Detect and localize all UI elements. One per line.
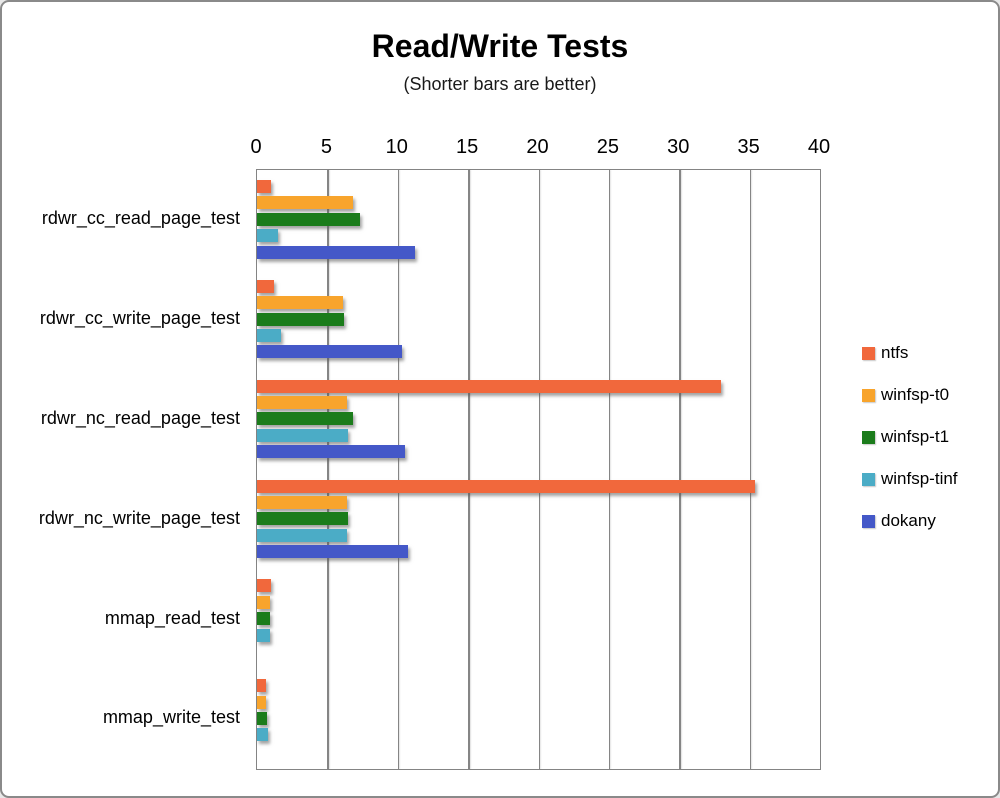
bar-winfsp-tinf-mmap_read_test bbox=[257, 628, 270, 642]
bar-ntfs-rdwr_nc_read_page_test bbox=[257, 379, 722, 393]
legend-swatch-icon bbox=[862, 514, 875, 528]
legend-entry-winfsp-tinf: winfsp-tinf bbox=[862, 469, 958, 489]
bar-winfsp-t1-rdwr_nc_write_page_test bbox=[257, 512, 349, 526]
x-tick-label-35: 35 bbox=[737, 136, 760, 158]
bar-winfsp-tinf-rdwr_cc_write_page_test bbox=[257, 329, 281, 343]
legend-label: winfsp-t0 bbox=[881, 385, 950, 404]
legend-entry-winfsp-t0: winfsp-t0 bbox=[862, 385, 958, 405]
bar-dokany-rdwr_cc_write_page_test bbox=[257, 345, 402, 359]
bar-ntfs-mmap_write_test bbox=[257, 679, 267, 693]
legend-label: dokany bbox=[881, 511, 936, 530]
x-tick-label-20: 20 bbox=[526, 136, 549, 158]
bar-winfsp-t0-rdwr_cc_write_page_test bbox=[257, 296, 343, 310]
gridline-15 bbox=[468, 170, 470, 769]
legend-label: winfsp-t1 bbox=[881, 427, 950, 446]
x-tick-label-15: 15 bbox=[456, 136, 479, 158]
bar-winfsp-tinf-rdwr_cc_read_page_test bbox=[257, 229, 279, 243]
legend-label: winfsp-tinf bbox=[881, 469, 958, 488]
bar-ntfs-rdwr_nc_write_page_test bbox=[257, 479, 756, 493]
x-tick-label-40: 40 bbox=[807, 136, 831, 158]
category-label-rdwr_cc_read_page_test: rdwr_cc_read_page_test bbox=[41, 208, 240, 229]
gridline-25 bbox=[608, 170, 611, 769]
bar-ntfs-rdwr_cc_write_page_test bbox=[257, 279, 274, 293]
category-label-rdwr_cc_write_page_test: rdwr_cc_write_page_test bbox=[39, 308, 240, 329]
bar-winfsp-t1-mmap_read_test bbox=[257, 612, 271, 626]
x-tick-label-10: 10 bbox=[385, 136, 408, 158]
legend-swatch-icon bbox=[862, 346, 875, 360]
category-label-mmap_read_test: mmap_read_test bbox=[104, 607, 240, 628]
bar-winfsp-tinf-rdwr_nc_write_page_test bbox=[257, 528, 348, 542]
x-tick-label-5: 5 bbox=[320, 136, 332, 158]
legend-entry-winfsp-t1: winfsp-t1 bbox=[862, 427, 958, 447]
bar-winfsp-t0-mmap_write_test bbox=[257, 695, 267, 709]
bar-winfsp-tinf-mmap_write_test bbox=[257, 728, 268, 742]
gridline-35 bbox=[749, 170, 752, 769]
bar-winfsp-t1-rdwr_cc_read_page_test bbox=[257, 212, 360, 226]
legend-entry-ntfs: ntfs bbox=[862, 343, 958, 363]
legend-swatch-icon bbox=[862, 430, 875, 444]
bar-dokany-rdwr_cc_read_page_test bbox=[257, 245, 415, 259]
legend: ntfs winfsp-t0 winfsp-t1 winfsp-tinf dokany bbox=[862, 343, 958, 531]
category-label-rdwr_nc_write_page_test: rdwr_nc_write_page_test bbox=[38, 507, 240, 528]
bar-ntfs-rdwr_cc_read_page_test bbox=[257, 180, 272, 193]
plot-area bbox=[256, 169, 821, 770]
chart-title: Read/Write Tests bbox=[371, 28, 629, 64]
category-label-mmap_write_test: mmap_write_test bbox=[102, 707, 240, 728]
legend-label: ntfs bbox=[881, 343, 909, 362]
bar-winfsp-t1-rdwr_nc_read_page_test bbox=[257, 412, 353, 426]
chart-subtitle: (Shorter bars are better) bbox=[403, 74, 597, 94]
bar-winfsp-tinf-rdwr_nc_read_page_test bbox=[257, 428, 349, 442]
bar-winfsp-t0-rdwr_cc_read_page_test bbox=[257, 196, 353, 210]
legend-swatch-icon bbox=[862, 472, 875, 486]
bar-winfsp-t1-mmap_write_test bbox=[257, 711, 267, 725]
x-tick-label-30: 30 bbox=[667, 136, 690, 158]
legend-entry-dokany: dokany bbox=[862, 511, 958, 531]
bar-ntfs-mmap_read_test bbox=[257, 579, 272, 593]
bar-winfsp-t0-rdwr_nc_write_page_test bbox=[257, 495, 348, 509]
gridline-20 bbox=[538, 170, 540, 769]
gridline-30 bbox=[679, 170, 681, 769]
bar-winfsp-t0-mmap_read_test bbox=[257, 595, 270, 609]
x-tick-label-0: 0 bbox=[250, 136, 262, 158]
category-label-rdwr_nc_read_page_test: rdwr_nc_read_page_test bbox=[40, 407, 240, 428]
x-tick-label-25: 25 bbox=[596, 136, 619, 158]
bar-dokany-rdwr_nc_read_page_test bbox=[257, 445, 405, 459]
gridline-10 bbox=[397, 170, 400, 769]
gridline-5 bbox=[327, 170, 329, 769]
bar-dokany-rdwr_nc_write_page_test bbox=[257, 545, 408, 559]
legend-swatch-icon bbox=[862, 388, 875, 402]
bar-winfsp-t1-rdwr_cc_write_page_test bbox=[257, 312, 345, 326]
bar-winfsp-t0-rdwr_nc_read_page_test bbox=[257, 396, 348, 410]
